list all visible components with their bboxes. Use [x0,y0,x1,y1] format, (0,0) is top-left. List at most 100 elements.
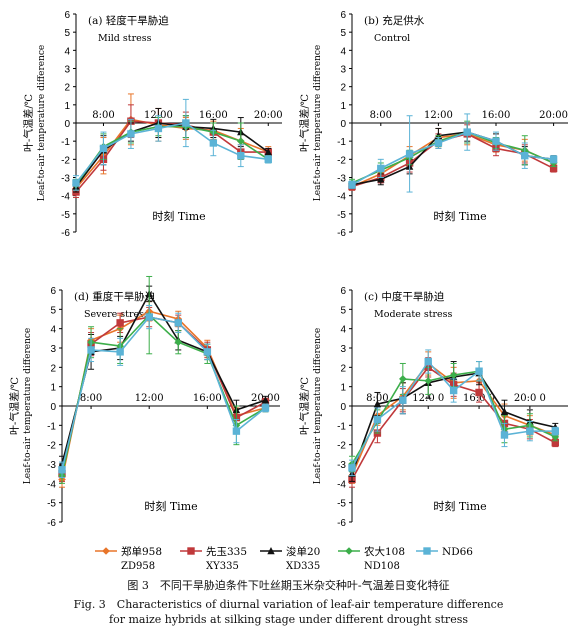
y-tick-label: 0 [50,402,56,413]
y-tick-label: 5 [64,28,70,39]
legend-label-code: XY335 [206,561,239,572]
y-tick-label: 4 [64,46,70,57]
y-tick-label: -2 [337,441,346,452]
y-tick-label: 6 [340,286,346,297]
legend-item: ND66 [416,546,473,558]
data-point [237,152,245,160]
data-point [521,152,529,160]
y-tick-label: 3 [340,65,346,76]
data-point [174,338,183,346]
legend-item: 农大108 ND108 [338,545,405,572]
series-line [75,125,269,186]
data-point [549,155,558,164]
y-tick-label: -6 [337,518,346,529]
series-line [351,131,554,186]
data-point [373,400,382,408]
legend-item: 浚单20 XD335 [260,545,320,572]
data-point [264,148,272,156]
y-tick-label: -5 [61,210,70,221]
data-point [377,175,385,183]
panel-subtitle: Moderate stress [374,309,453,320]
data-point [449,371,458,379]
series-line [61,314,266,476]
y-axis-label-cn: 叶-气温差/℃ [298,377,311,435]
data-point [237,137,245,145]
panel-title: (c) 中度干旱胁迫 [364,290,445,303]
y-tick-label: -4 [47,479,56,490]
data-point [261,396,270,404]
y-tick-label: 3 [64,65,70,76]
chart-panel-a: -6-5-4-3-2-101234568:0012:0016:0020:00(a… [22,10,283,239]
data-point [526,427,534,435]
x-tick-label: 12:00 [135,393,164,404]
y-tick-label: -2 [61,155,70,166]
chart-panels: -6 -5 -4 -3 -2 -1 0 1 2 3 4 5 6 8:00 12:00 16:00 20:00 (a… [8,10,568,529]
y-tick-label: -6 [61,228,70,239]
y-tick-label: 1 [64,101,70,112]
y-tick-label: -3 [61,174,70,185]
series-ND66 [58,304,270,479]
data-point [475,388,483,397]
data-point [377,164,385,173]
data-point [500,431,509,439]
series-ND66 [348,349,559,477]
y-tick-label: -3 [337,174,346,185]
series-ND66 [348,113,558,193]
legend-item: 先玉335 XY335 [180,546,247,572]
panel-subtitle: Severe stress [84,309,149,320]
panel-title: (a) 轻度干旱胁迫 [88,14,169,27]
data-point [475,367,483,375]
x-tick-label: 8:00 [92,110,114,121]
series-line [75,120,269,193]
y-tick-label: 6 [340,10,346,21]
caption-english-line1: Fig. 3 Characteristics of diurnal variat… [73,598,504,611]
panel-title: (b) 充足供水 [364,14,425,27]
series-郑单958 [72,93,273,195]
legend: 郑单958 ZD958 先玉335 XY335 浚单20 XD335 农大108 ND108 N… [95,545,473,572]
data-point [127,130,135,138]
data-point [424,377,433,385]
legend-label-code: ND108 [364,561,400,572]
y-axis-label-cn: 叶-气温差/℃ [8,377,21,435]
y-tick-label: 5 [340,305,346,316]
panel-subtitle: Control [374,33,410,44]
y-tick-label: -3 [47,460,56,471]
data-point [492,137,500,145]
data-point [209,139,218,147]
legend-label: 浚单20 [286,545,320,558]
y-tick-label: 1 [50,383,56,394]
chart-panel-b: -6 -5 -4 -3 -2 -1 0 1 2 3 4 5 6 8:00 12:00 16:00 20:00 (b… [298,10,568,239]
y-tick-label: 6 [50,286,56,297]
data-point [424,357,432,366]
legend-marker [187,547,195,555]
data-point [264,155,272,164]
data-point [182,119,190,127]
y-tick-label: 2 [340,363,346,374]
data-point [58,466,66,474]
legend-marker [423,547,431,555]
panel-title: (d) 重度干旱胁迫 [74,290,156,303]
legend-label: 先玉335 [206,546,247,558]
x-axis-label: 时刻 Time [433,209,486,223]
legend-marker [267,547,275,555]
y-tick-label: 0 [340,119,346,130]
y-tick-label: 0 [340,402,346,413]
data-point [463,128,471,136]
series-line [75,122,269,184]
y-tick-label: 1 [340,101,346,112]
legend-label: 农大108 [364,545,405,558]
y-tick-label: -6 [337,228,346,239]
data-point [203,348,212,356]
series-line [61,316,266,470]
y-axis-label-en: Leaf-to-air temperature difference [313,45,323,202]
data-point [99,144,108,153]
x-axis-label: 时刻 Time [152,209,205,223]
chart-panel-d: -6-5-4-3-2-101234568:0012:0016:0020:00(d… [8,275,280,529]
y-tick-label: 4 [340,46,346,57]
legend-marker [102,547,110,555]
y-axis-label-en: Leaf-to-air temperature difference [23,328,33,485]
panel-subtitle: Mild stress [98,33,152,44]
series-农大108 [58,275,270,484]
y-tick-label: -2 [337,155,346,166]
